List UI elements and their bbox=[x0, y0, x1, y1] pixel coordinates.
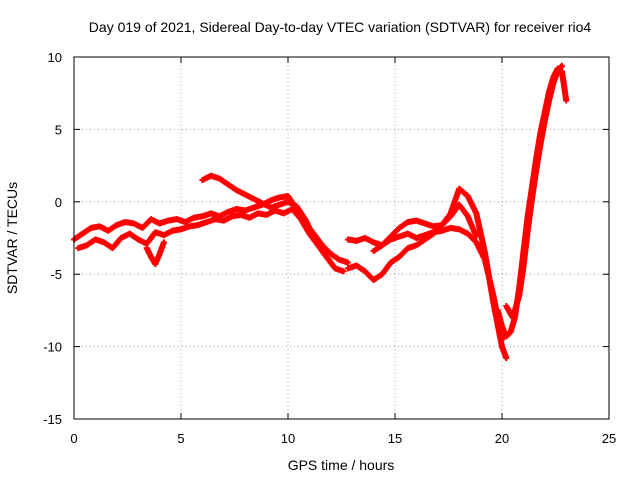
series-track-g bbox=[370, 201, 480, 255]
x-tick-label: 25 bbox=[602, 431, 616, 446]
y-tick-label: 0 bbox=[55, 195, 62, 210]
x-tick-label: 10 bbox=[281, 431, 295, 446]
series-track-b bbox=[75, 206, 347, 275]
data-point bbox=[343, 259, 350, 266]
y-tick-label: 5 bbox=[55, 122, 62, 137]
y-tick-label: -10 bbox=[43, 340, 62, 355]
series-track-d bbox=[143, 239, 167, 268]
data-point bbox=[160, 240, 167, 247]
series-track-i bbox=[503, 62, 565, 321]
data-point bbox=[502, 353, 509, 360]
y-tick-label: -15 bbox=[43, 412, 62, 427]
x-tick-label: 5 bbox=[177, 431, 184, 446]
x-tick-label: 15 bbox=[388, 431, 402, 446]
chart-title: Day 019 of 2021, Sidereal Day-to-day VTE… bbox=[89, 19, 592, 35]
plot-frame bbox=[73, 56, 610, 420]
y-tick-label: 10 bbox=[48, 50, 62, 65]
data-point bbox=[326, 258, 333, 265]
series-track-c bbox=[199, 172, 334, 266]
series-track-f bbox=[344, 185, 510, 362]
data-point bbox=[472, 232, 479, 239]
x-axis-label: GPS time / hours bbox=[288, 457, 395, 473]
data-layer bbox=[71, 62, 570, 362]
y-tick-label: -5 bbox=[50, 267, 62, 282]
x-tick-label: 0 bbox=[70, 431, 77, 446]
y-axis-label: SDTVAR / TECUs bbox=[4, 182, 20, 294]
tick-label-layer: 0 5 10 15 20 25 -15 -10 -5 0 5 10 bbox=[43, 50, 616, 446]
data-point bbox=[339, 267, 346, 274]
x-tick-label: 20 bbox=[495, 431, 509, 446]
data-point bbox=[558, 63, 565, 70]
data-point bbox=[562, 95, 569, 102]
